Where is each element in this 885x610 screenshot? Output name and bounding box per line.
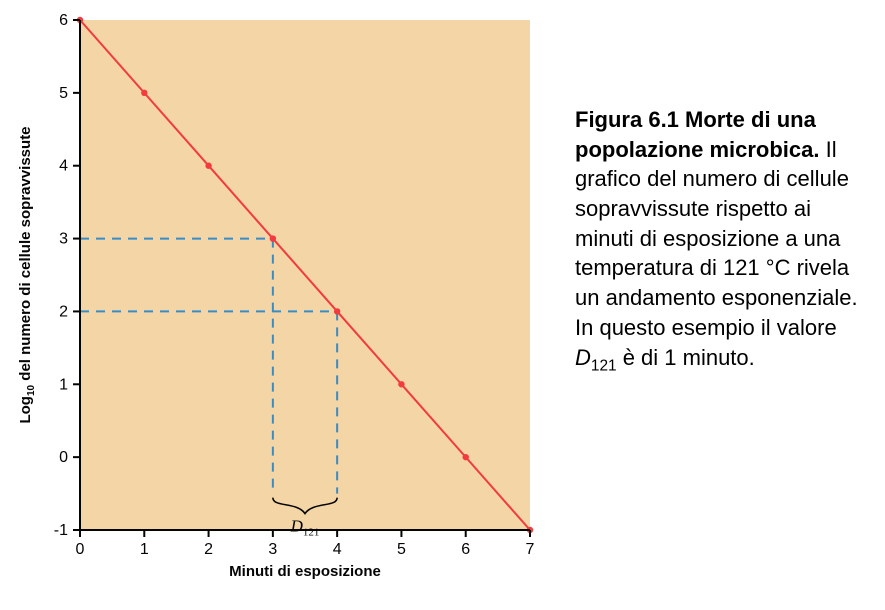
caption-body-1: Il grafico del numero di cellule sopravv… (575, 137, 858, 340)
y-tick-label: 1 (59, 376, 68, 393)
series-marker (141, 90, 147, 96)
y-tick-label: 0 (59, 449, 68, 466)
x-tick-label: 7 (526, 541, 535, 558)
series-marker (205, 163, 211, 169)
y-tick-label: 3 (59, 231, 68, 248)
figure-caption: Figura 6.1 Morte di una popolazione micr… (575, 105, 865, 377)
x-tick-label: 3 (268, 541, 277, 558)
y-axis-label: Log10 del numero di cellule sopravvissut… (17, 126, 37, 423)
y-tick-label: 4 (59, 158, 68, 175)
x-tick-label: 1 (140, 541, 149, 558)
x-tick-label: 0 (76, 541, 85, 558)
caption-body-2: è di 1 minuto. (617, 345, 755, 370)
page-root: 0 1 2 3 4 5 6 7 -1 0 1 2 3 4 5 6 Minuti di esposizione Lo… (0, 0, 885, 610)
series-marker (463, 454, 469, 460)
caption-d-symbol: D (575, 345, 591, 370)
series-marker (398, 381, 404, 387)
caption-title: Figura 6.1 Morte di una popolazione micr… (575, 107, 819, 162)
chart-svg: 0 1 2 3 4 5 6 7 -1 0 1 2 3 4 5 6 Minuti di esposizione Lo… (0, 0, 560, 610)
series-marker (334, 308, 340, 314)
x-tick-label: 4 (333, 541, 342, 558)
x-tick-label: 5 (397, 541, 406, 558)
chart-container: 0 1 2 3 4 5 6 7 -1 0 1 2 3 4 5 6 Minuti di esposizione Lo… (0, 0, 560, 610)
x-tick-label: 6 (461, 541, 470, 558)
x-axis-label: Minuti di esposizione (229, 563, 381, 580)
caption-d-subscript: 121 (591, 357, 617, 374)
y-tick-label: 5 (59, 85, 68, 102)
y-tick-label: 2 (59, 303, 68, 320)
series-marker (270, 235, 276, 241)
y-tick-label: -1 (54, 522, 68, 539)
x-tick-label: 2 (204, 541, 213, 558)
y-tick-label: 6 (59, 12, 68, 29)
